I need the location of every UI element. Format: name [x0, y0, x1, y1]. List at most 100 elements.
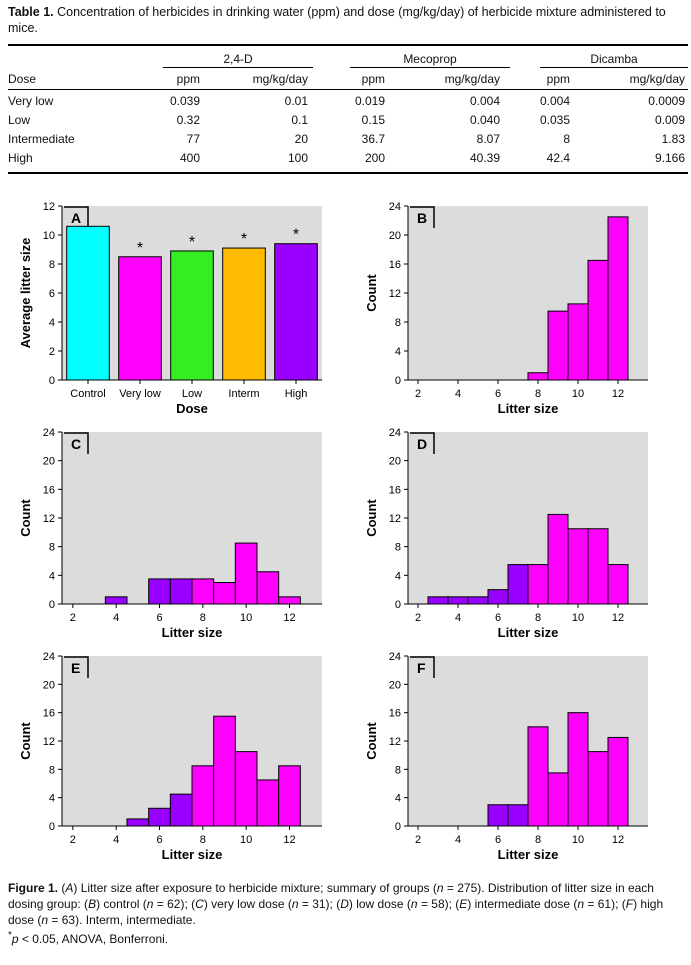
- bar: [170, 250, 214, 381]
- y-tick-label: 4: [49, 570, 55, 582]
- caption-run: (: [58, 881, 66, 895]
- histogram-bar: [467, 596, 489, 605]
- x-tick-label: 2: [415, 388, 421, 400]
- table-cell: 8: [563, 132, 570, 146]
- table-cell: 0.019: [354, 94, 385, 108]
- panel-label: B: [410, 206, 435, 228]
- histogram-bar: [567, 712, 589, 827]
- table-cell: 1.83: [661, 132, 685, 146]
- y-tick-label: 8: [395, 764, 401, 776]
- y-tick-label: 24: [389, 427, 401, 439]
- table-cell: 0.32: [176, 113, 200, 127]
- caption-run: n: [577, 897, 585, 911]
- histogram-bar: [567, 303, 589, 381]
- caption-run: n: [436, 881, 444, 895]
- group-rule-mecoprop: [350, 67, 510, 68]
- y-tick-label: 2: [49, 346, 55, 358]
- x-tick-label: High: [285, 388, 308, 400]
- x-tick-label: 12: [283, 612, 295, 624]
- table-cell: 0.035: [539, 113, 570, 127]
- group-header-24d: 2,4-D: [223, 52, 253, 66]
- x-tick-label: 10: [240, 834, 252, 846]
- caption-run: = 31); (: [298, 897, 341, 911]
- caption-run: A: [65, 881, 74, 895]
- y-tick-label: 8: [49, 764, 55, 776]
- histogram-bar: [191, 578, 215, 605]
- x-tick-label: 8: [535, 388, 541, 400]
- x-tick-label: 10: [572, 834, 584, 846]
- x-tick-label: 12: [283, 834, 295, 846]
- y-tick-label: 0: [395, 375, 401, 387]
- x-tick-label: 10: [240, 612, 252, 624]
- y-tick-label: 8: [49, 259, 55, 271]
- subheader-ppm: ppm: [546, 72, 570, 86]
- y-tick-label: 6: [49, 288, 55, 300]
- x-axis-label: Litter size: [498, 401, 559, 416]
- panel-letter: D: [417, 436, 427, 452]
- table-row-dose: Low: [8, 113, 31, 127]
- histogram-bar: [278, 596, 301, 605]
- figure-caption-text: (A) Litter size after exposure to herbic…: [8, 881, 663, 927]
- caption-run: n: [41, 913, 49, 927]
- y-tick-label: 20: [389, 230, 401, 242]
- significance-marker: *: [293, 227, 299, 244]
- histogram-bar: [527, 372, 549, 381]
- group-header-mecoprop: Mecoprop: [403, 52, 457, 66]
- figure-caption-main: Figure 1. (A) Litter size after exposure…: [8, 880, 688, 928]
- histogram-bar: [447, 596, 469, 605]
- y-tick-label: 4: [395, 793, 401, 805]
- x-tick-label: Interm: [228, 388, 259, 400]
- table-cell: 0.040: [469, 113, 500, 127]
- x-axis-label: Litter size: [498, 625, 559, 640]
- histogram-bar: [256, 571, 280, 605]
- x-tick-label: Low: [182, 388, 202, 400]
- x-tick-label: 2: [70, 612, 76, 624]
- x-axis-label: Litter size: [498, 847, 559, 862]
- y-tick-label: 4: [49, 317, 55, 329]
- histogram-bar: [567, 528, 589, 605]
- table-cell: 0.0009: [648, 94, 685, 108]
- table-cell: 100: [287, 151, 308, 165]
- caption-run: n: [146, 897, 154, 911]
- caption-run: = 61); (: [584, 897, 626, 911]
- x-tick-label: 8: [200, 612, 206, 624]
- y-tick-label: 16: [43, 708, 55, 720]
- table-header-rule: [8, 89, 688, 90]
- group-rule-dicamba: [540, 67, 688, 68]
- histogram-bar: [169, 793, 193, 827]
- x-tick-label: 10: [572, 612, 584, 624]
- figure-footnote: *p < 0.05, ANOVA, Bonferroni.: [8, 928, 688, 947]
- histogram-bar: [234, 542, 258, 605]
- footnote-text: < 0.05, ANOVA, Bonferroni.: [18, 932, 169, 946]
- histogram-bar: [507, 564, 529, 605]
- table-top-rule: [8, 44, 688, 46]
- histogram-bar: [427, 596, 449, 605]
- caption-run: ) high dose (: [8, 897, 664, 927]
- table-label: Table 1.: [8, 5, 54, 19]
- table-bottom-rule: [8, 172, 688, 174]
- y-tick-label: 0: [395, 821, 401, 833]
- x-tick-label: 6: [495, 388, 501, 400]
- y-tick-label: 10: [43, 230, 55, 242]
- caption-run: ) Litter size after exposure to herbicid…: [73, 881, 437, 895]
- caption-run: E: [459, 897, 468, 911]
- histogram-bar: [256, 779, 280, 827]
- y-tick-label: 12: [43, 513, 55, 525]
- x-tick-label: 8: [200, 834, 206, 846]
- y-tick-label: 8: [395, 317, 401, 329]
- x-axis-label: Litter size: [162, 847, 223, 862]
- histogram-bar: [607, 564, 629, 605]
- histogram-bar: [126, 818, 150, 827]
- table-cell: 36.7: [361, 132, 385, 146]
- y-axis-label: Average litter size: [18, 238, 33, 349]
- x-tick-label: 2: [70, 834, 76, 846]
- group-rule-24d: [163, 67, 313, 68]
- table-row-dose: Intermediate: [8, 132, 75, 146]
- x-tick-label: 4: [455, 612, 461, 624]
- table-cell: 40.39: [469, 151, 500, 165]
- caption-run: n: [410, 897, 418, 911]
- subheader-mgkg: mg/kg/day: [252, 72, 308, 86]
